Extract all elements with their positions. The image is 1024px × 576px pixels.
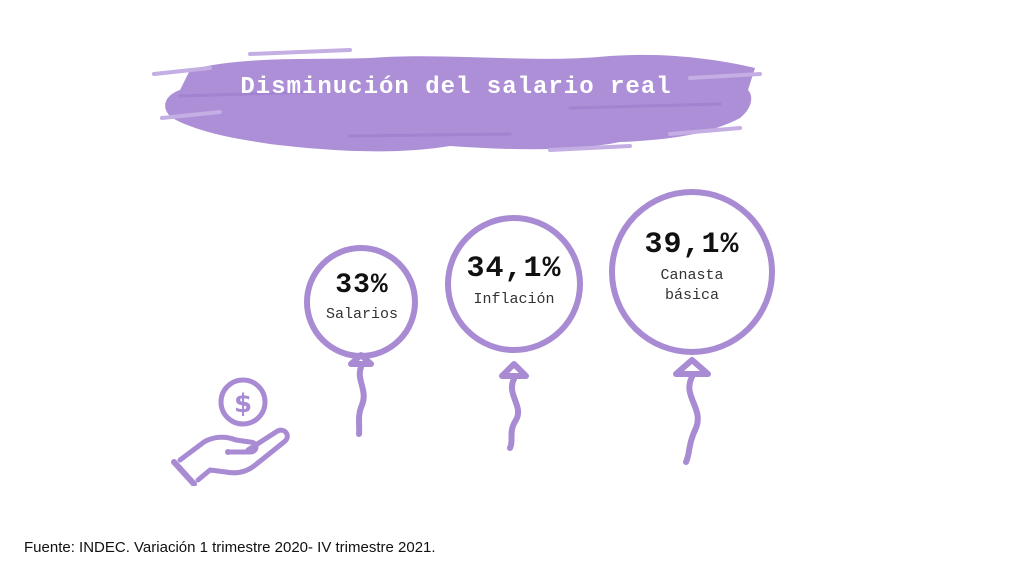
- salarios-value: 33%: [335, 270, 389, 301]
- salarios-label: Salarios: [325, 306, 398, 323]
- balloon-salarios: [304, 245, 418, 437]
- balloon-canasta-text: 39,1% Canasta básica: [604, 228, 780, 306]
- title-brush-stroke: [152, 48, 762, 152]
- balloon-inflacion: [445, 215, 583, 451]
- hand-with-dollar-coin-icon: $: [171, 377, 290, 486]
- canasta-label-line2: básica: [664, 287, 719, 304]
- source-note: Fuente: INDEC. Variación 1 trimestre 202…: [24, 539, 436, 556]
- balloon-canasta: [609, 189, 775, 465]
- balloon-salarios-text: 33% Salarios: [300, 270, 424, 325]
- canasta-label-line1: Canasta: [660, 267, 724, 284]
- page-title: Disminución del salario real: [240, 74, 672, 101]
- balloon-inflacion-text: 34,1% Inflación: [440, 252, 588, 310]
- inflacion-value: 34,1%: [466, 252, 562, 286]
- canasta-value: 39,1%: [644, 228, 740, 262]
- inflacion-label: Inflación: [473, 291, 555, 308]
- svg-text:$: $: [234, 389, 252, 419]
